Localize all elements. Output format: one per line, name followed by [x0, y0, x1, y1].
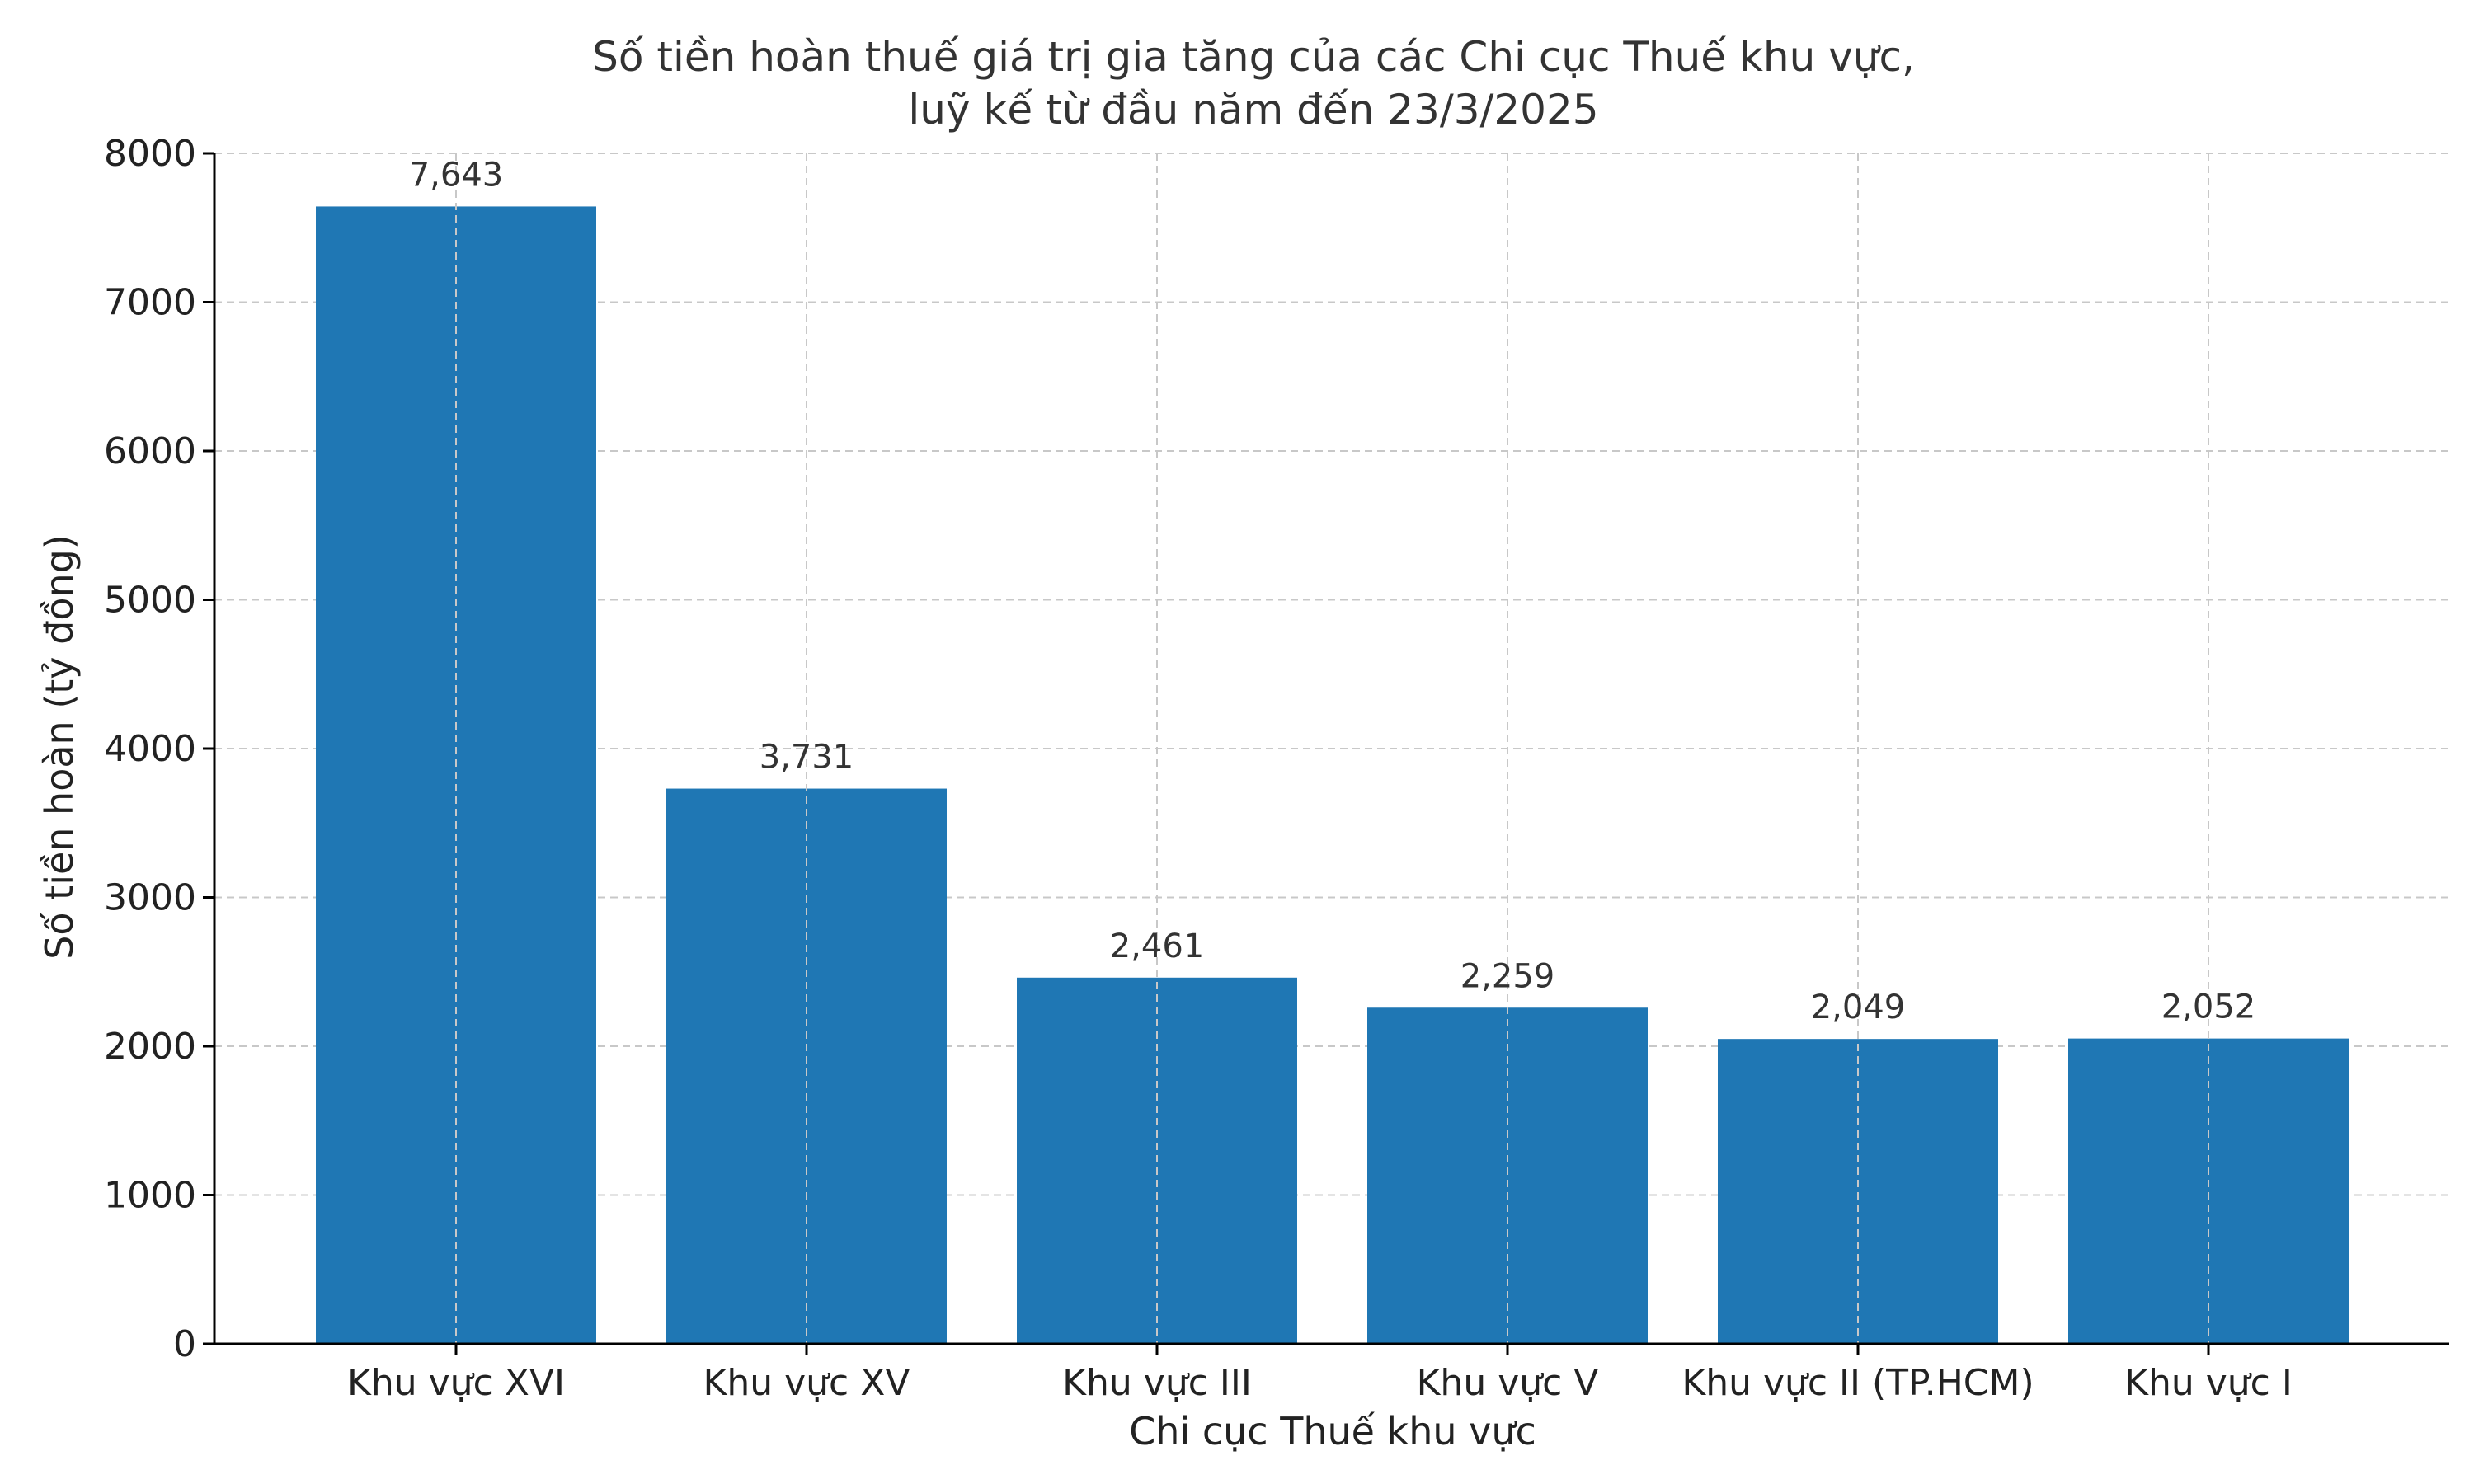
bar [666, 788, 947, 1344]
x-tick-label: Khu vực III [1062, 1362, 1252, 1404]
y-tick-label: 3000 [104, 877, 196, 919]
x-ticks: Khu vực XVI Khu vực XV Khu vực III Khu vực … [347, 1344, 2293, 1404]
bar-value-label: 7,643 [409, 156, 504, 194]
y-axis-label: Số tiền hoàn (tỷ đồng) [37, 534, 82, 960]
vertical-grid [455, 153, 2209, 1344]
x-tick-label: Khu vực II (TP.HCM) [1681, 1362, 2034, 1404]
y-tick-label: 5000 [104, 580, 196, 622]
x-tick-label: Khu vực I [2124, 1362, 2293, 1404]
y-tick-label: 4000 [104, 728, 196, 770]
y-tick-label: 2000 [104, 1026, 196, 1068]
value-labels: 7,643 3,731 2,461 2,259 2,049 2,052 [409, 156, 2256, 1026]
bar-value-label: 2,052 [2161, 989, 2256, 1026]
y-tick-label: 6000 [104, 430, 196, 472]
y-tick-label: 8000 [104, 133, 196, 175]
y-tick-label: 1000 [104, 1175, 196, 1217]
bar [1367, 1007, 1648, 1344]
chart-title-line-2: luỹ kế từ đầu năm đến 23/3/2025 [908, 86, 1598, 134]
bar-value-label: 2,049 [1811, 989, 1906, 1026]
x-tick-label: Khu vực XVI [347, 1362, 565, 1404]
bars [316, 206, 2349, 1345]
chart-title-line-1: Số tiền hoàn thuế giá trị gia tăng của c… [592, 33, 1915, 81]
x-tick-label: Khu vực XV [703, 1362, 910, 1404]
bar-value-label: 3,731 [760, 739, 854, 777]
x-tick-label: Khu vực V [1417, 1362, 1599, 1404]
bar-value-label: 2,461 [1110, 928, 1205, 965]
bar-value-label: 2,259 [1460, 957, 1555, 995]
y-tick-label: 7000 [104, 282, 196, 324]
x-axis-label: Chi cục Thuế khu vực [1129, 1409, 1536, 1453]
y-ticks: 0 1000 2000 3000 4000 5000 6000 7000 8000 [104, 133, 214, 1365]
y-tick-label: 0 [173, 1323, 196, 1365]
